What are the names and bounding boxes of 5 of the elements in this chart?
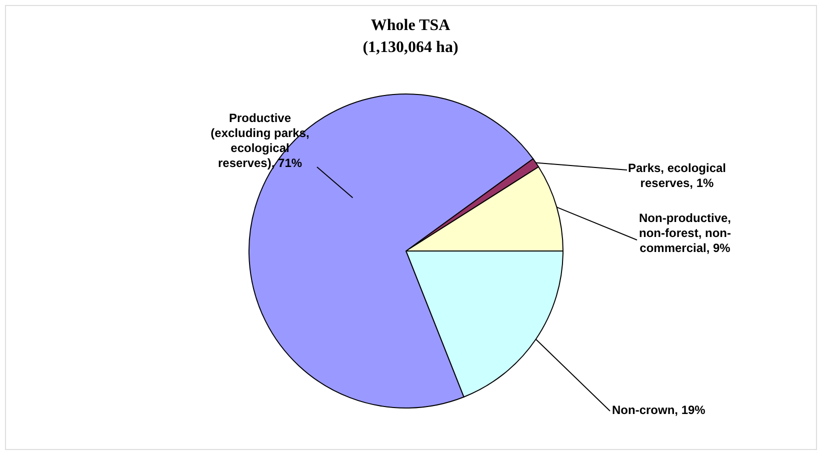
chart-subtitle: (1,130,064 ha) (362, 39, 458, 56)
slice-label: Parks, ecological reserves, 1% (628, 161, 726, 190)
slice-label: Non-productive, non-forest, non-commercial, 9% (639, 211, 731, 255)
slice-label: Non-crown, 19% (612, 403, 706, 417)
chart-title: Whole TSA (370, 17, 451, 34)
